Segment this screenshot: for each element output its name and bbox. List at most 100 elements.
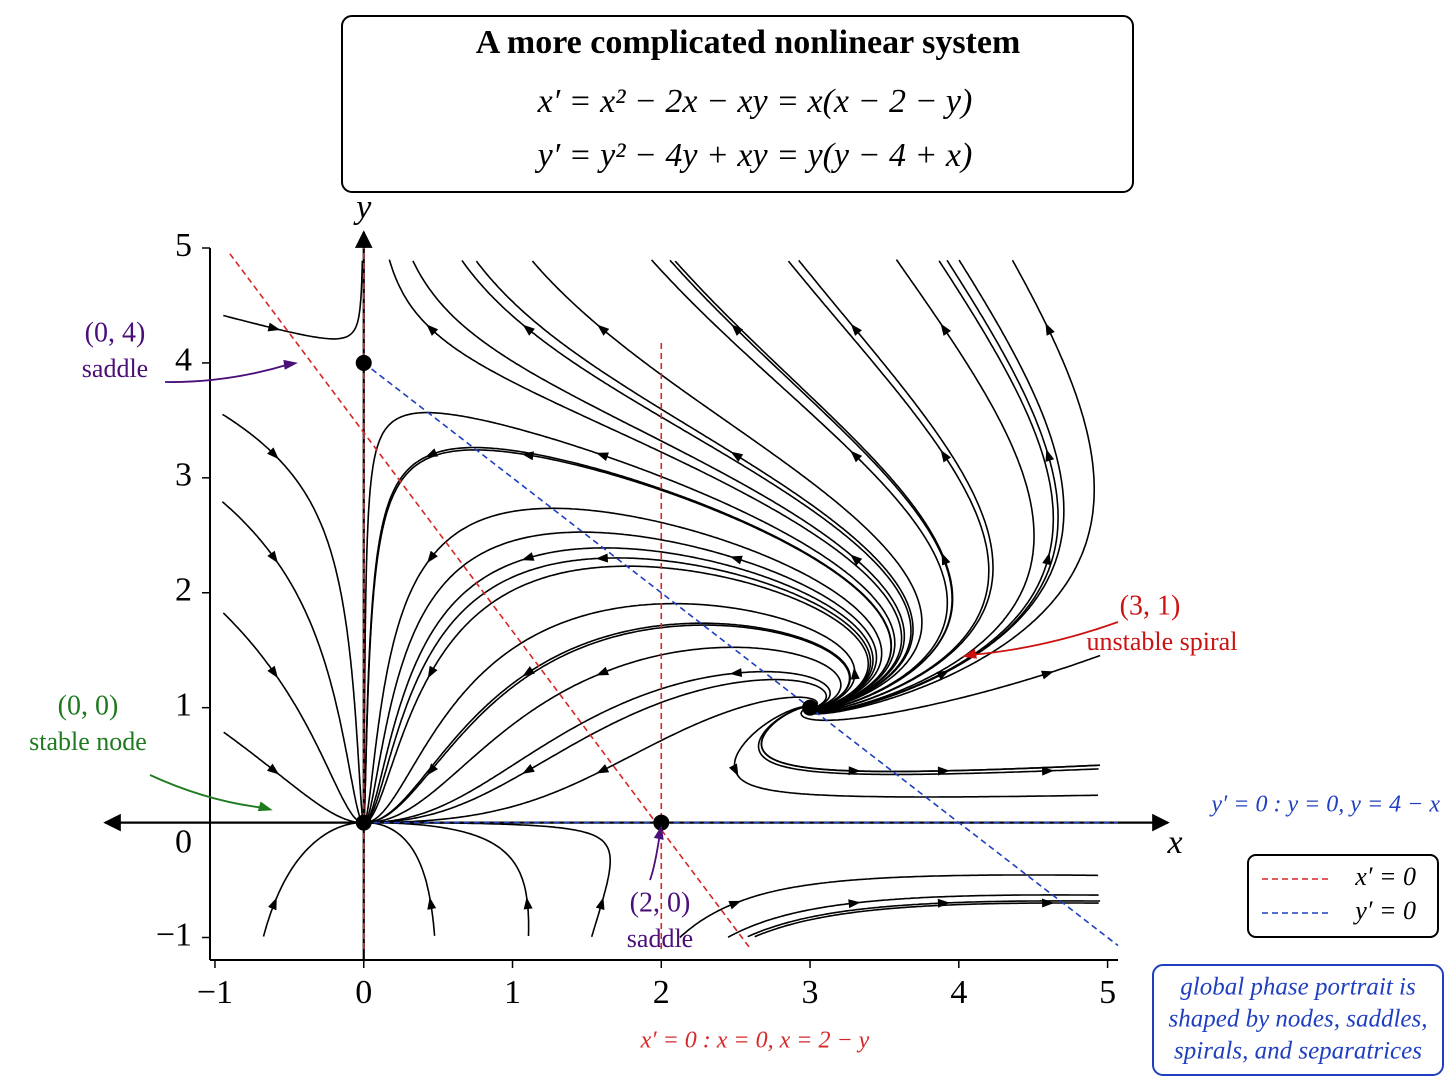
streamline <box>757 705 1099 776</box>
y-axis-label: y <box>353 189 372 226</box>
flow-arrow <box>1045 449 1055 462</box>
note-text: shaped by nodes, saddles, <box>1169 1006 1428 1033</box>
flow-arrow <box>597 324 610 336</box>
flow-arrow <box>595 553 608 563</box>
streamline <box>367 557 872 822</box>
streamline <box>223 260 364 340</box>
flow-arrow <box>1042 898 1055 908</box>
flow-arrow <box>850 323 862 336</box>
streamline <box>366 547 874 821</box>
flow-arrow <box>427 665 438 679</box>
streamlines <box>221 259 1101 939</box>
annotation-arrow-head <box>962 648 977 659</box>
streamline <box>222 612 360 823</box>
flow-arrow <box>730 451 744 462</box>
equilibrium-kind: stable node <box>29 727 147 756</box>
nullcline <box>363 362 1119 947</box>
flow-arrow <box>596 666 610 676</box>
flow-arrow <box>728 763 739 777</box>
x-tick-label: 1 <box>504 974 521 1011</box>
flow-arrow <box>850 554 863 566</box>
streamline <box>366 821 611 938</box>
nullcline-note: y′ = 0 : y = 0, y = 4 − x <box>1209 792 1440 818</box>
flow-arrow <box>522 763 535 774</box>
streamline <box>367 624 851 824</box>
annotation-arrow-head <box>283 359 298 370</box>
streamline <box>222 413 364 819</box>
streamline <box>367 821 530 936</box>
flow-arrow <box>266 763 280 775</box>
x-tick-label: 4 <box>950 974 967 1011</box>
equation: x′ = x² − 2x − xy = x(x − 2 − y) <box>537 83 973 120</box>
flow-arrow <box>940 449 952 463</box>
streamline <box>366 565 870 823</box>
flow-arrow <box>522 666 535 677</box>
equilibrium-point <box>802 699 819 716</box>
streamline <box>388 259 903 711</box>
y-tick-label: −1 <box>156 916 192 953</box>
flow-arrow <box>523 897 533 910</box>
flow-arrow <box>728 900 742 910</box>
annotation-arrow <box>164 363 291 383</box>
flow-arrow <box>848 899 861 909</box>
flow-arrow <box>521 552 535 561</box>
equilibrium-label: (3, 1) <box>1120 590 1181 621</box>
equilibrium-kind: saddle <box>82 354 148 383</box>
flow-arrow <box>1042 552 1051 566</box>
title-box <box>341 15 1134 193</box>
equilibrium-label: (0, 4) <box>85 317 146 348</box>
streamline <box>651 259 949 712</box>
equilibrium-kind: unstable spiral <box>1087 627 1238 656</box>
flow-arrow <box>522 324 535 336</box>
equilibrium-label: (2, 0) <box>630 887 691 918</box>
streamline <box>262 821 360 937</box>
streamline <box>364 507 883 821</box>
streamline <box>733 705 1099 798</box>
streamline <box>475 260 914 711</box>
streamline <box>747 900 1101 938</box>
y-tick-label: 3 <box>175 457 192 494</box>
x-tick-label: 0 <box>355 974 372 1011</box>
streamline <box>809 259 1059 714</box>
flow-arrow <box>1045 323 1055 336</box>
streamline <box>367 602 856 824</box>
streamline <box>461 260 912 711</box>
plot-area: x y −1 0 1 2 3 4 5 −1 0 1 2 3 4 5 (0, 4) saddle (0, 0) stab… <box>29 189 1440 1054</box>
flow-arrow <box>595 897 605 911</box>
legend-box <box>1247 854 1439 938</box>
streamline <box>223 731 361 824</box>
flow-arrow <box>731 324 744 336</box>
x-tick-label: −1 <box>197 974 233 1011</box>
note-text: spirals, and separatrices <box>1174 1038 1422 1065</box>
equation: y′ = y² − 4y + xy = y(y − 4 + x) <box>535 137 973 174</box>
equilibrium-point <box>355 354 372 371</box>
y-tick-label: 1 <box>175 686 192 723</box>
flow-arrow <box>1041 766 1055 776</box>
annotation-arrow <box>649 832 661 881</box>
streamline <box>368 678 828 824</box>
flow-arrow <box>427 550 438 564</box>
flow-arrow <box>729 555 743 565</box>
y-tick-label: 0 <box>175 823 192 860</box>
streamline <box>807 259 1065 714</box>
flow-arrow <box>850 667 860 680</box>
flow-arrow <box>426 324 439 336</box>
streamline <box>531 260 923 712</box>
streamline <box>366 531 878 820</box>
note-box <box>1152 964 1444 1076</box>
flow-arrow <box>729 668 743 678</box>
x-tick-label: 3 <box>802 974 819 1011</box>
streamline <box>368 696 819 824</box>
annotation-arrow <box>969 621 1119 656</box>
legend-label: x′ = 0 <box>1354 862 1416 891</box>
flow-arrow <box>268 897 277 911</box>
streamline <box>363 449 892 820</box>
flow-arrow <box>1040 670 1054 680</box>
streamline <box>727 894 1099 938</box>
streamline <box>787 260 990 713</box>
nullcline <box>229 253 752 950</box>
x-tick-label: 2 <box>653 974 670 1011</box>
note-text: global phase portrait is <box>1180 974 1415 1001</box>
streamline <box>811 259 1035 714</box>
equilibrium-kind: saddle <box>627 924 693 953</box>
